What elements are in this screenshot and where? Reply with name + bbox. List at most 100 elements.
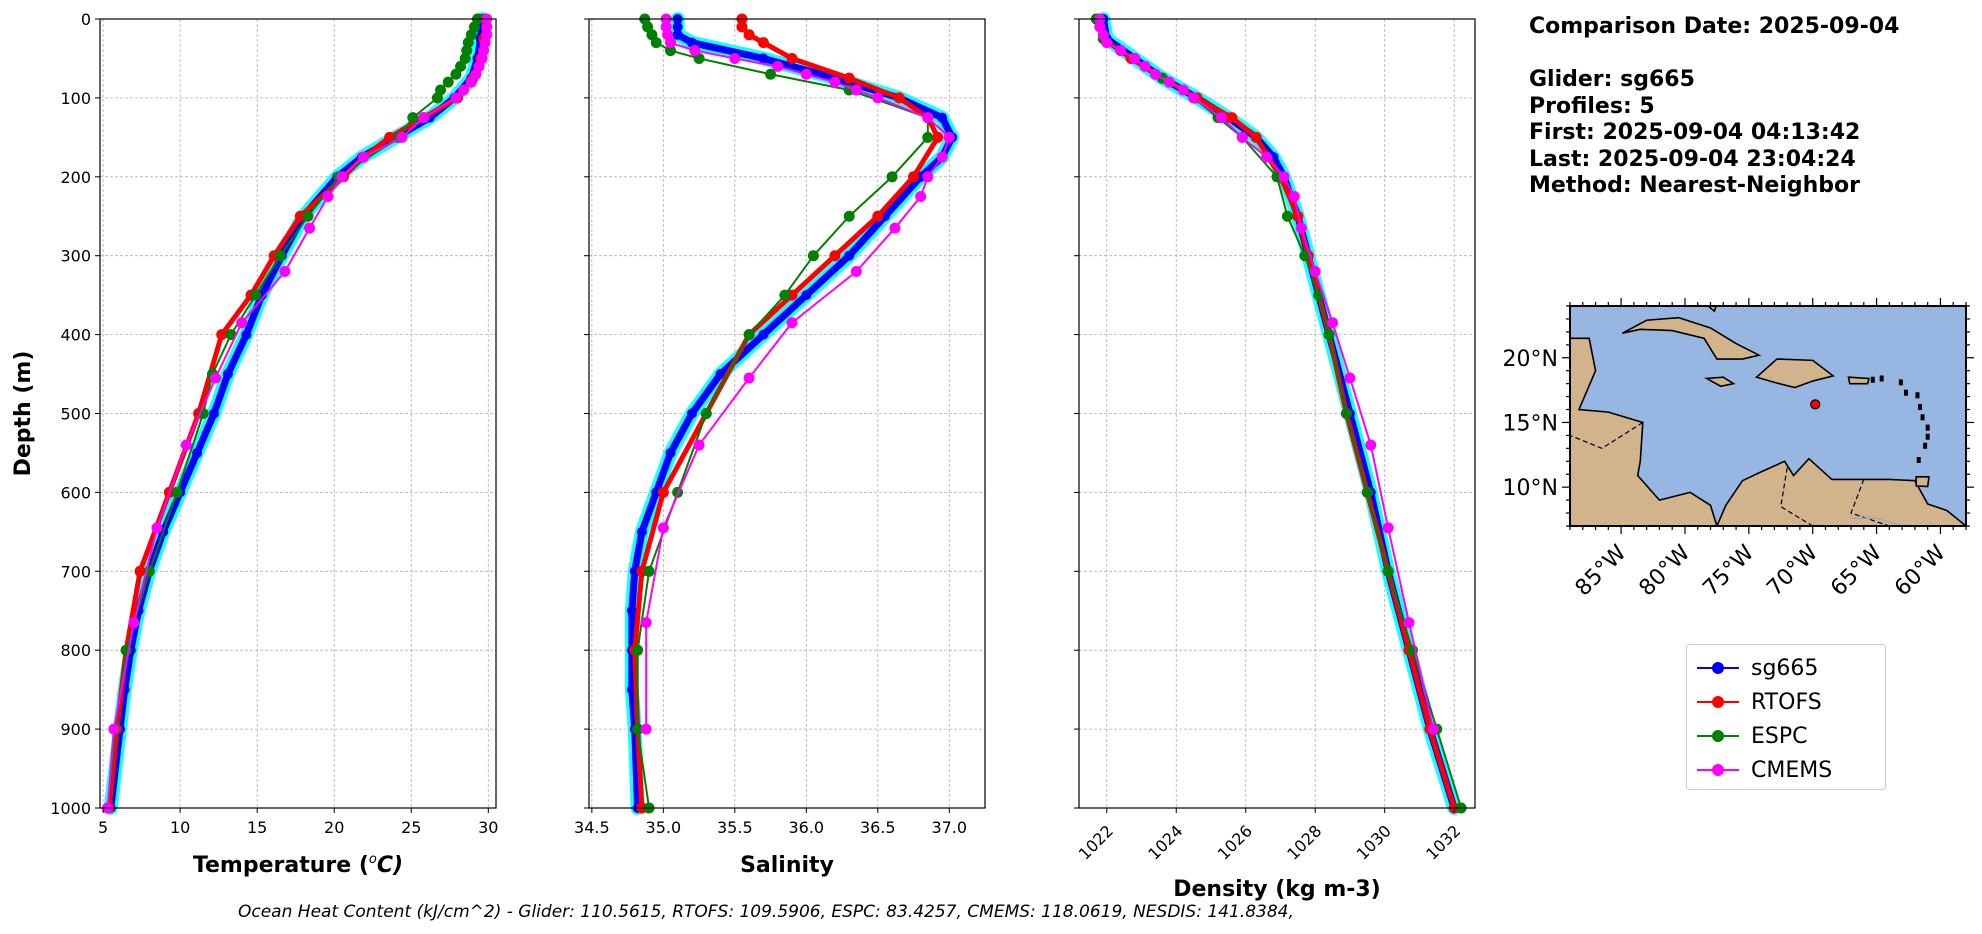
data-point-cmems (922, 171, 934, 183)
data-point-cmems (1295, 222, 1307, 234)
y-tick-label: 400 (60, 326, 91, 345)
data-point-rtofs (932, 131, 944, 143)
map-lat-label: 10°N (1503, 476, 1558, 501)
legend-entry: sg665 (1697, 651, 1875, 685)
data-point-espc (886, 171, 898, 183)
data-point-sg665 (758, 329, 769, 340)
x-label-degree: o (369, 852, 377, 867)
data-point-rtofs (657, 486, 669, 498)
data-point-cmems (872, 92, 884, 104)
data-point-sg665 (192, 447, 203, 458)
map-inset: 20°N 15°N 10°N 85°W 80°W 75°W 70°W 65°W 60°W (1503, 298, 1974, 601)
data-point-cmems (1309, 265, 1321, 277)
data-point-cmems (922, 112, 934, 124)
data-point-espc (1323, 329, 1335, 341)
data-point-sg665 (844, 250, 855, 261)
data-point-cmems (1403, 617, 1415, 629)
data-point-espc (700, 408, 712, 419)
data-point-cmems (1163, 76, 1175, 88)
data-point-sg665 (937, 112, 948, 123)
data-point-espc (407, 112, 419, 124)
y-tick-label: 200 (60, 168, 91, 187)
data-point-cmems (151, 522, 163, 534)
data-point-espc (807, 250, 819, 262)
map-island (1915, 392, 1920, 399)
map-island (1879, 375, 1884, 382)
x-tick-label: 1032 (1422, 821, 1464, 863)
x-tick-label: 35.5 (717, 818, 753, 837)
data-point-rtofs (893, 92, 905, 104)
data-point-rtofs (757, 37, 769, 49)
legend-key (1697, 692, 1739, 712)
data-point-cmems (180, 439, 192, 451)
map-landmass (1621, 316, 1762, 360)
x-tick-label: 1030 (1353, 821, 1395, 863)
map-lat-label: 15°N (1503, 411, 1558, 436)
data-point-sg665 (241, 329, 252, 340)
data-point-cmems (210, 372, 222, 384)
data-point-cmems (1382, 522, 1394, 534)
legend-label: ESPC (1751, 723, 1808, 749)
data-point-cmems (640, 617, 652, 629)
data-point-rtofs (384, 131, 396, 143)
panel-density: 1022 1024 1026 1028 1030 1032 Density (kg m-3) (1074, 12, 1476, 902)
data-point-cmems (1149, 68, 1161, 80)
data-point-cmems (889, 222, 901, 234)
data-point-espc (302, 210, 314, 222)
data-point-cmems (1115, 45, 1127, 57)
map-land-group (1570, 306, 1966, 526)
data-point-rtofs (908, 171, 920, 183)
y-tick-label: 500 (60, 405, 91, 424)
data-point-cmems (800, 68, 812, 80)
data-point-cmems (693, 439, 705, 451)
map-border (1850, 479, 1890, 526)
map-island (1903, 389, 1908, 396)
data-point-espc (779, 289, 791, 301)
data-point-espc (1299, 250, 1311, 262)
map-island (1920, 414, 1925, 421)
map-landmass (1847, 376, 1870, 385)
data-point-rtofs (872, 210, 884, 222)
data-point-rtofs (786, 52, 798, 64)
map-border (1780, 467, 1814, 526)
data-point-espc (250, 289, 262, 301)
data-point-cmems (465, 76, 477, 88)
data-point-cmems (108, 723, 120, 735)
data-point-espc (450, 68, 462, 80)
data-point-cmems (729, 52, 741, 64)
data-point-cmems (829, 76, 841, 88)
legend-label: RTOFS (1751, 689, 1822, 715)
x-tick-label: 25 (401, 818, 421, 837)
method: Method: Nearest-Neighbor (1529, 173, 1860, 198)
glider-position-marker (1810, 399, 1821, 410)
data-point-cmems (689, 45, 701, 57)
data-point-espc (442, 76, 454, 88)
x-tick-label: 1024 (1144, 821, 1186, 863)
comparison-date: Comparison Date: 2025-09-04 (1529, 14, 1900, 39)
data-point-cmems (1344, 372, 1356, 384)
data-point-sg665 (626, 605, 637, 616)
map-island (1916, 457, 1921, 463)
map-lon-label: 80°W (1635, 540, 1696, 601)
data-point-cmems (1278, 171, 1290, 183)
map-border (1570, 421, 1644, 450)
data-point-rtofs (743, 29, 755, 41)
data-point-espc (650, 37, 662, 49)
data-point-rtofs (134, 565, 146, 577)
data-point-sg665 (686, 408, 697, 419)
data-point-espc (632, 644, 644, 656)
profile-count: Profiles: 5 (1529, 93, 1655, 119)
data-point-cmems (304, 222, 316, 234)
panel-temperature: 0 100 200 300 400 500 600 700 800 900 1000 5 10 15 20 2… (11, 10, 498, 878)
y-tick-label: 300 (60, 247, 91, 266)
data-point-sg665 (801, 290, 812, 301)
y-tick-label: 700 (60, 562, 91, 581)
map-landmass (1570, 337, 1718, 526)
data-point-espc (643, 565, 655, 577)
legend-label: sg665 (1751, 655, 1819, 681)
map-island (1925, 433, 1930, 440)
map-lon-label: 75°W (1698, 540, 1759, 601)
map-island (1918, 403, 1923, 410)
data-point-sg665 (209, 408, 220, 419)
